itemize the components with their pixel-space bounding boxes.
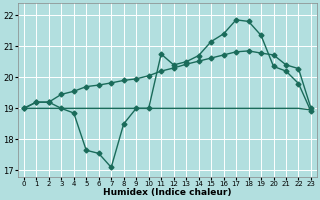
X-axis label: Humidex (Indice chaleur): Humidex (Indice chaleur) [103, 188, 232, 197]
